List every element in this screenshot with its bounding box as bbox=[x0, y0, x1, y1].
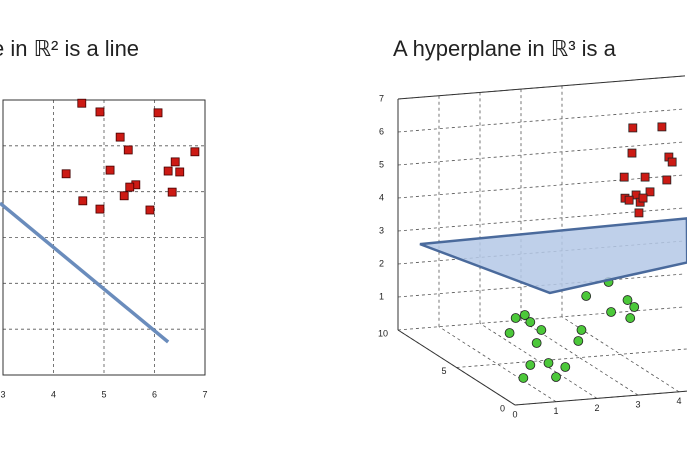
y-axis bbox=[397, 329, 516, 406]
plot-frame bbox=[2, 99, 206, 376]
point bbox=[667, 157, 677, 167]
z-tick-label: 5 bbox=[379, 159, 384, 169]
point bbox=[167, 187, 177, 197]
point bbox=[115, 132, 125, 142]
point bbox=[629, 302, 640, 312]
x-tick-label: 0 bbox=[512, 409, 517, 419]
point bbox=[634, 208, 644, 218]
grid-line bbox=[479, 323, 598, 399]
point bbox=[170, 157, 180, 167]
z-tick-label: 3 bbox=[379, 225, 384, 235]
point bbox=[78, 196, 88, 206]
point bbox=[531, 338, 542, 348]
point bbox=[119, 191, 129, 201]
point bbox=[543, 358, 554, 368]
box-edge bbox=[397, 75, 686, 100]
point bbox=[61, 169, 71, 179]
point bbox=[163, 166, 173, 176]
point bbox=[153, 108, 163, 118]
point bbox=[504, 328, 515, 338]
point bbox=[640, 172, 650, 182]
point bbox=[551, 372, 561, 382]
point bbox=[622, 295, 633, 305]
z-tick-label: 6 bbox=[379, 126, 384, 136]
grid-line bbox=[397, 141, 686, 166]
x-tick-label: 4 bbox=[51, 389, 56, 399]
z-tick-label: 4 bbox=[379, 192, 384, 202]
x-tick-label: 6 bbox=[152, 389, 157, 399]
y-tick-label: 10 bbox=[378, 328, 388, 338]
point bbox=[525, 317, 536, 327]
hyperplane bbox=[419, 217, 687, 295]
point bbox=[77, 98, 87, 108]
point bbox=[510, 313, 521, 323]
x-tick-label: 3 bbox=[0, 389, 5, 399]
point bbox=[627, 148, 637, 158]
point bbox=[95, 204, 105, 214]
point bbox=[518, 373, 529, 383]
grid-line bbox=[397, 108, 686, 133]
x-tick-label: 7 bbox=[202, 389, 207, 399]
point bbox=[560, 362, 571, 372]
z-tick-label: 2 bbox=[379, 258, 384, 268]
z-tick-label: 7 bbox=[379, 93, 384, 103]
x-tick-label: 3 bbox=[635, 399, 640, 409]
point bbox=[519, 310, 530, 320]
y-tick-label: 0 bbox=[500, 403, 505, 413]
point bbox=[576, 325, 587, 335]
point bbox=[95, 107, 105, 117]
point bbox=[573, 336, 584, 346]
point bbox=[645, 187, 655, 197]
point bbox=[525, 360, 536, 370]
point bbox=[606, 307, 616, 317]
x-tick-label: 2 bbox=[594, 403, 599, 413]
x-tick-label: 5 bbox=[101, 389, 106, 399]
grid-line bbox=[456, 348, 687, 368]
point bbox=[657, 122, 667, 132]
point bbox=[638, 193, 648, 203]
z-tick-label: 1 bbox=[379, 291, 384, 301]
point bbox=[625, 313, 636, 323]
y-tick-label: 5 bbox=[441, 366, 446, 376]
grid-line bbox=[438, 326, 557, 403]
point bbox=[145, 205, 155, 215]
point bbox=[581, 291, 592, 301]
x-tick-label: 4 bbox=[676, 396, 681, 406]
x-tick-label: 1 bbox=[553, 406, 558, 416]
point bbox=[624, 195, 634, 205]
point bbox=[662, 175, 672, 185]
point bbox=[628, 123, 638, 133]
point bbox=[125, 182, 135, 192]
chart-title: e in ℝ² is a line bbox=[0, 36, 139, 61]
x-axis bbox=[514, 390, 687, 406]
point bbox=[175, 167, 185, 177]
chart-title: A hyperplane in ℝ³ is a bbox=[393, 36, 617, 61]
separator-line bbox=[0, 201, 170, 344]
point bbox=[123, 145, 133, 155]
point bbox=[536, 325, 547, 335]
point bbox=[105, 165, 115, 175]
point bbox=[190, 147, 200, 157]
point bbox=[619, 172, 629, 182]
